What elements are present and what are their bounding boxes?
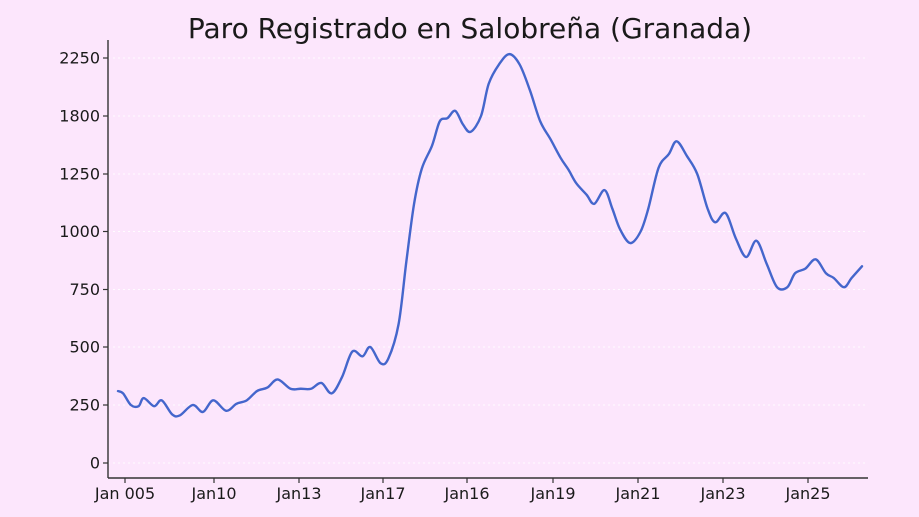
series-group xyxy=(116,52,864,418)
axes xyxy=(107,40,868,479)
x-tick-label: Jan19 xyxy=(529,484,575,503)
y-axis-ticks: 0 250 500 750 1000 1250 1800 2250 xyxy=(59,49,108,473)
y-tick-label: 750 xyxy=(69,280,100,299)
y-tick-label: 2250 xyxy=(59,49,100,68)
x-tick-label: Jan23 xyxy=(699,484,745,503)
y-tick-label: 1250 xyxy=(59,165,100,184)
y-tick-label: 1800 xyxy=(59,107,100,126)
x-tick-label: Jan 005 xyxy=(94,484,155,503)
y-tick-label: 1000 xyxy=(59,222,100,241)
x-axis-ticks: Jan 005 Jan10 Jan13 Jan17 Jan16 Jan19 Jan21 Jan… xyxy=(94,478,831,503)
x-tick-label: Jan21 xyxy=(614,484,660,503)
y-tick-label: 250 xyxy=(69,396,100,415)
y-tick-label: 0 xyxy=(90,454,100,473)
x-tick-label: Jan17 xyxy=(359,484,405,503)
series-line xyxy=(116,52,864,418)
grid-lines xyxy=(108,57,868,464)
x-tick-label: Jan16 xyxy=(443,484,489,503)
x-tick-label: Jan25 xyxy=(784,484,830,503)
x-tick-label: Jan10 xyxy=(190,484,236,503)
y-tick-label: 500 xyxy=(69,338,100,357)
x-tick-label: Jan13 xyxy=(275,484,321,503)
chart-title: Paro Registrado en Salobreña (Granada) xyxy=(188,12,752,45)
